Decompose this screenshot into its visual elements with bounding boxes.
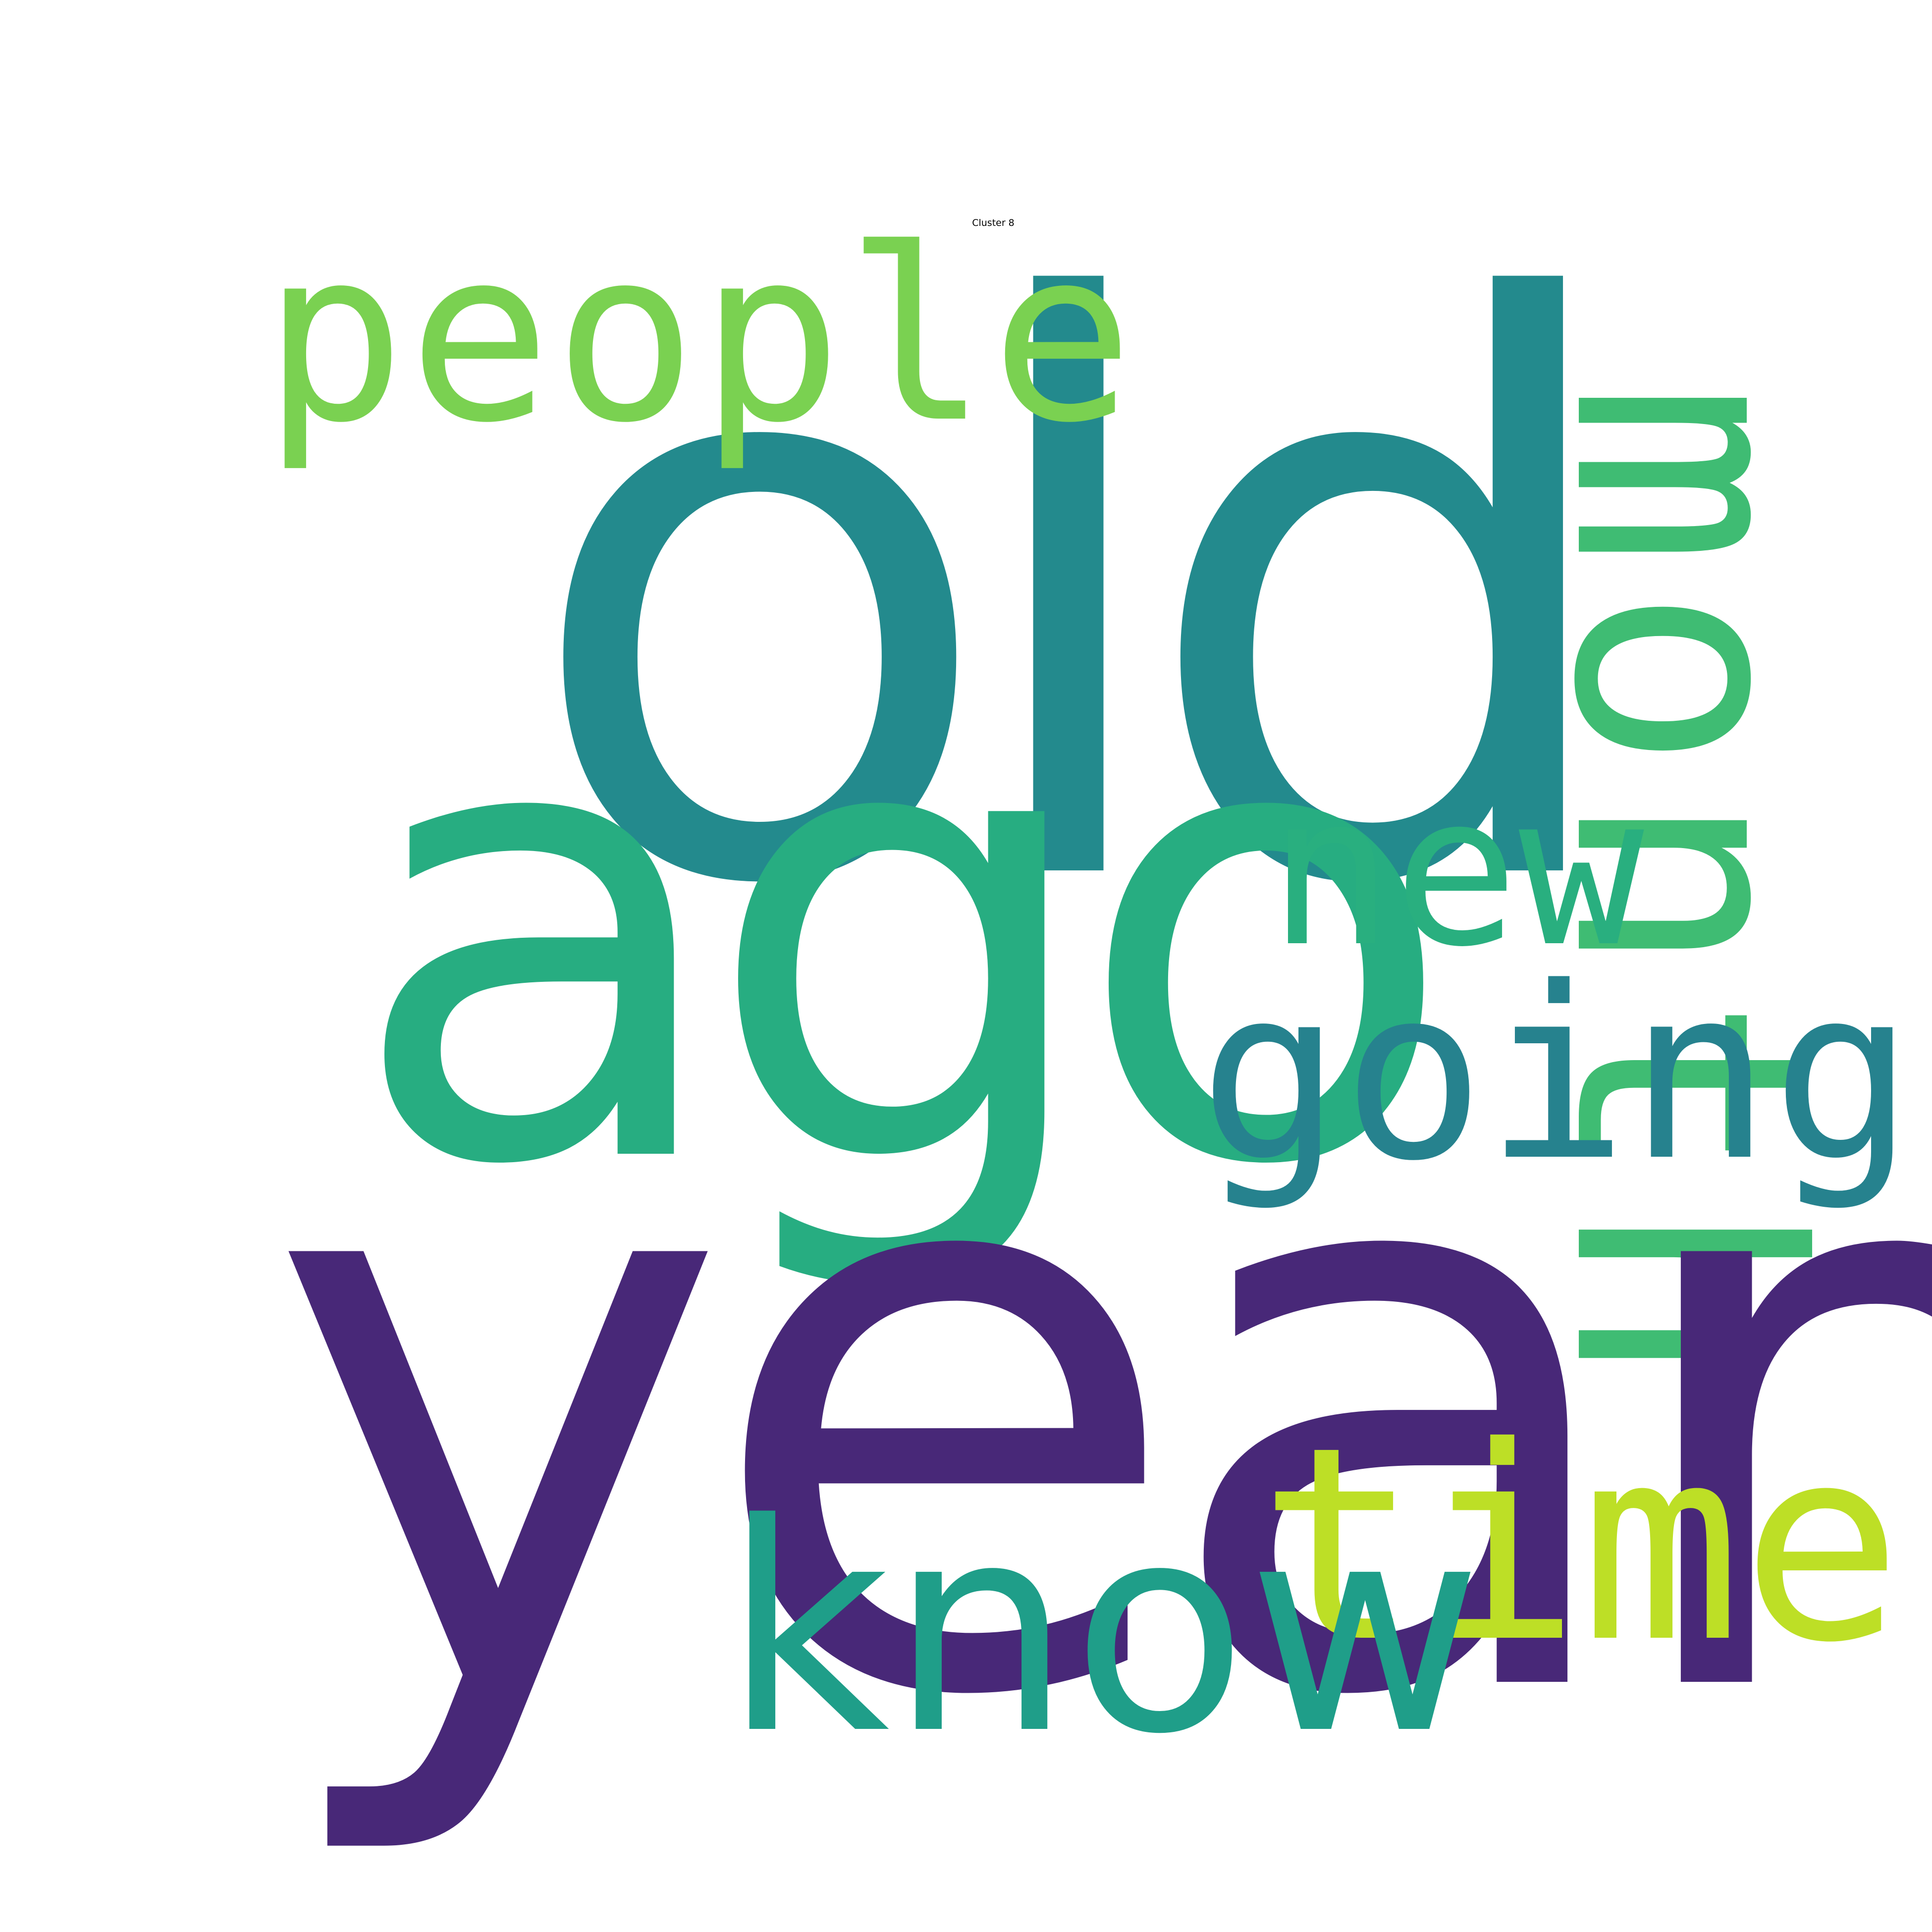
word-year: year	[265, 951, 1932, 1868]
word-going: going	[1199, 936, 1915, 1213]
word-old: old	[520, 144, 1634, 1055]
word-new: new	[1268, 751, 1644, 993]
word-time: time	[1258, 1390, 1903, 1701]
word-cloud-title: Cluster 8	[972, 217, 1015, 228]
word-ago: ago	[347, 573, 1457, 1302]
word-people: people	[263, 198, 1136, 475]
word-know: know	[723, 1462, 1483, 1797]
